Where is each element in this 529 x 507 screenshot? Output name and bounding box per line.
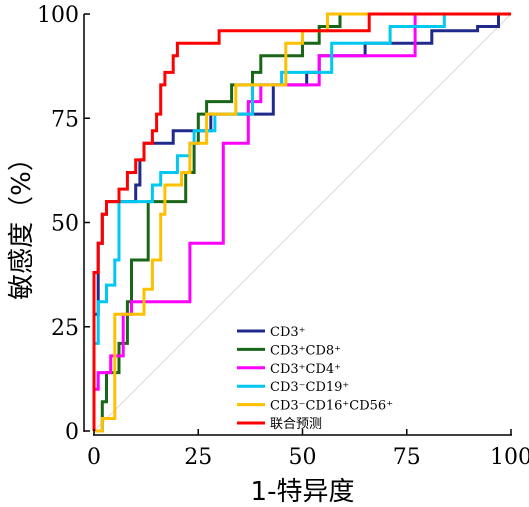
legend-label-5: CD3⁻CD16⁺CD56⁺: [270, 399, 393, 414]
y-tick-group: 0 25 50 75 100: [37, 3, 90, 445]
y-axis-title: 敏感度（%）: [7, 145, 37, 300]
y-tick-label: 25: [51, 316, 79, 341]
y-tick-label: 50: [51, 212, 79, 237]
legend-label-6: 联合预测: [270, 417, 322, 432]
x-tick-group: 0 25 50 75 100: [87, 429, 529, 470]
y-tick-label: 100: [37, 3, 79, 28]
reference-diagonal-line: [93, 13, 512, 432]
legend-label-2: CD3⁺CD8⁺: [270, 343, 341, 358]
x-tick-label: 50: [289, 445, 317, 470]
y-tick-label: 0: [65, 420, 79, 445]
x-axis-title: 1-特异度: [251, 477, 355, 507]
series-line-6: [92, 12, 511, 431]
series-line-5: [94, 12, 511, 433]
legend-label-1: CD3⁺: [270, 325, 306, 340]
y-tick-label: 75: [51, 107, 79, 132]
series-layer: [92, 12, 511, 433]
x-tick-label: 25: [184, 445, 212, 470]
x-tick-label: 100: [490, 445, 529, 470]
legend-label-3: CD3⁺CD4⁺: [270, 362, 341, 377]
series-line-3: [92, 12, 511, 431]
x-tick-label: 0: [87, 445, 101, 470]
legend-label-4: CD3⁻CD19⁺: [270, 380, 349, 395]
x-tick-label: 75: [393, 445, 421, 470]
legend: CD3⁺ CD3⁺CD8⁺ CD3⁺CD4⁺ CD3⁻CD19⁺ CD3⁻CD16⁺CD…: [237, 325, 393, 432]
